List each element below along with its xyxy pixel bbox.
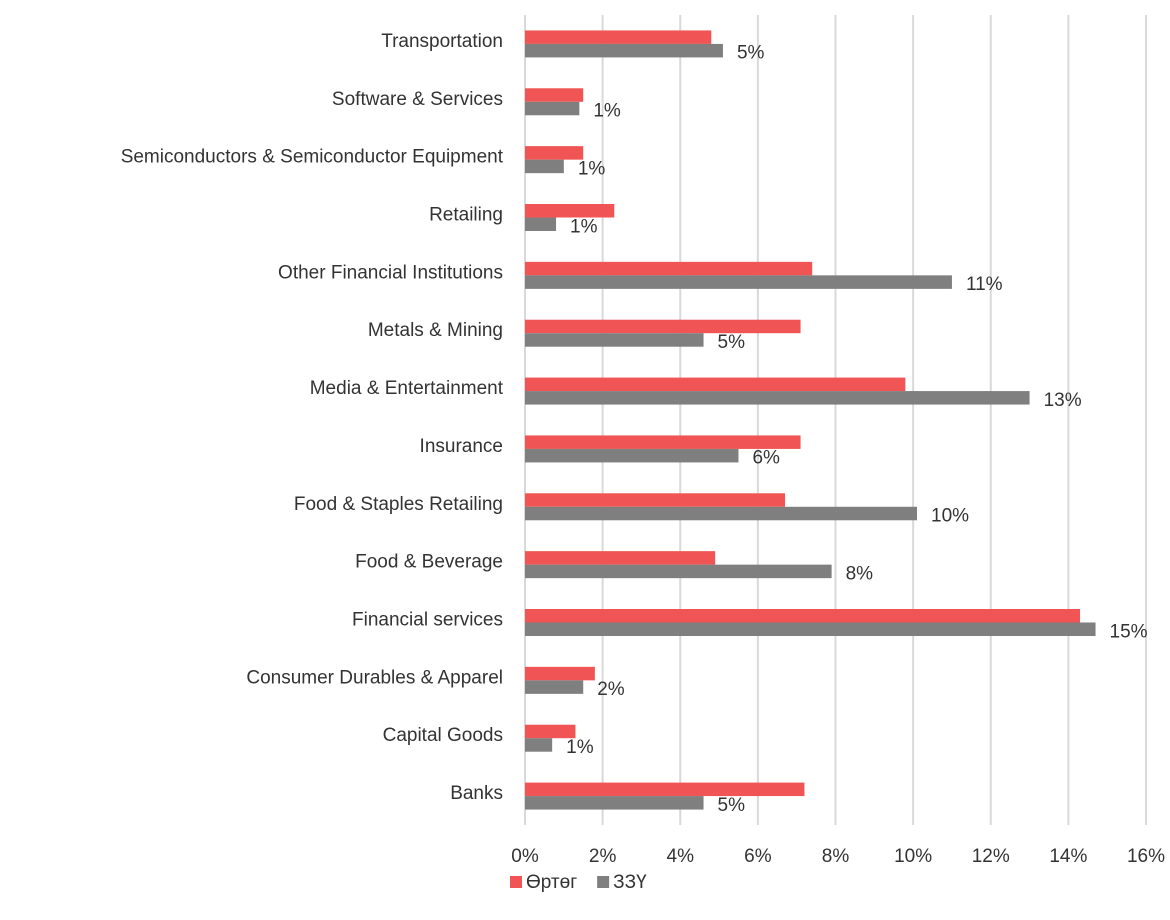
bar: [525, 217, 557, 231]
bar: [525, 724, 576, 739]
bar: [525, 666, 595, 681]
x-tick-label: 12%: [972, 846, 1010, 867]
bar: [525, 551, 716, 565]
value-label: 1%: [570, 216, 598, 237]
bar: [525, 319, 801, 334]
bar: [525, 101, 580, 116]
value-label: 15%: [1110, 621, 1148, 642]
bar: [525, 782, 805, 797]
x-tick-label: 8%: [822, 846, 850, 867]
bar: [525, 261, 813, 276]
bar: [525, 275, 952, 289]
y-tick-label: Retailing: [429, 205, 503, 226]
y-tick-label: Financial services: [352, 610, 503, 631]
legend-label: ЗЗҮ: [613, 872, 647, 893]
x-tick-label: 14%: [1049, 846, 1087, 867]
legend-swatch: [510, 876, 522, 888]
bar: [525, 30, 712, 44]
bar: [525, 146, 584, 160]
value-label: 5%: [718, 332, 746, 353]
y-tick-label: Food & Beverage: [355, 552, 503, 573]
value-label: 2%: [597, 679, 625, 700]
value-label: 1%: [566, 737, 594, 758]
bar: [525, 493, 786, 507]
bar: [525, 377, 906, 392]
bar: [525, 448, 739, 463]
value-label: 13%: [1044, 390, 1082, 411]
value-label: 5%: [737, 43, 765, 64]
bar: [525, 796, 704, 810]
bar: [525, 564, 832, 579]
value-label: 5%: [718, 795, 746, 816]
bar: [525, 88, 584, 102]
bar: [525, 622, 1096, 636]
y-tick-label: Metals & Mining: [368, 320, 503, 341]
legend-swatch: [597, 876, 610, 888]
y-tick-label: Other Financial Institutions: [278, 262, 503, 283]
x-tick-label: 2%: [589, 846, 617, 867]
y-tick-label: Banks: [450, 783, 503, 804]
x-tick-label: 16%: [1127, 846, 1165, 867]
x-tick-label: 4%: [667, 846, 695, 867]
bar: [525, 333, 704, 347]
x-tick-label: 10%: [894, 846, 932, 867]
bar: [525, 204, 615, 218]
x-tick-label: 0%: [511, 846, 539, 867]
value-label: 1%: [593, 101, 621, 122]
bar: [525, 738, 553, 752]
bar: [525, 609, 1081, 623]
value-label: 1%: [578, 158, 606, 179]
y-tick-label: Insurance: [420, 436, 503, 457]
x-tick-label: 6%: [744, 846, 772, 867]
bar: [525, 43, 723, 58]
value-label: 8%: [846, 563, 874, 584]
value-label: 6%: [752, 448, 780, 469]
bar: [525, 159, 564, 174]
bar: [525, 506, 918, 521]
y-tick-label: Semiconductors & Semiconductor Equipment: [121, 147, 504, 168]
bar: [525, 391, 1030, 405]
y-tick-label: Consumer Durables & Apparel: [246, 667, 503, 688]
y-tick-label: Software & Services: [332, 89, 503, 110]
bar: [525, 435, 801, 449]
value-label: 10%: [931, 506, 969, 527]
value-label: 11%: [966, 274, 1003, 295]
y-tick-label: Food & Staples Retailing: [294, 494, 503, 515]
legend-label: Өртөг: [526, 872, 577, 893]
y-tick-label: Transportation: [381, 31, 503, 52]
bar: [525, 680, 584, 694]
y-tick-label: Capital Goods: [383, 725, 503, 746]
y-tick-label: Media & Entertainment: [310, 378, 504, 399]
